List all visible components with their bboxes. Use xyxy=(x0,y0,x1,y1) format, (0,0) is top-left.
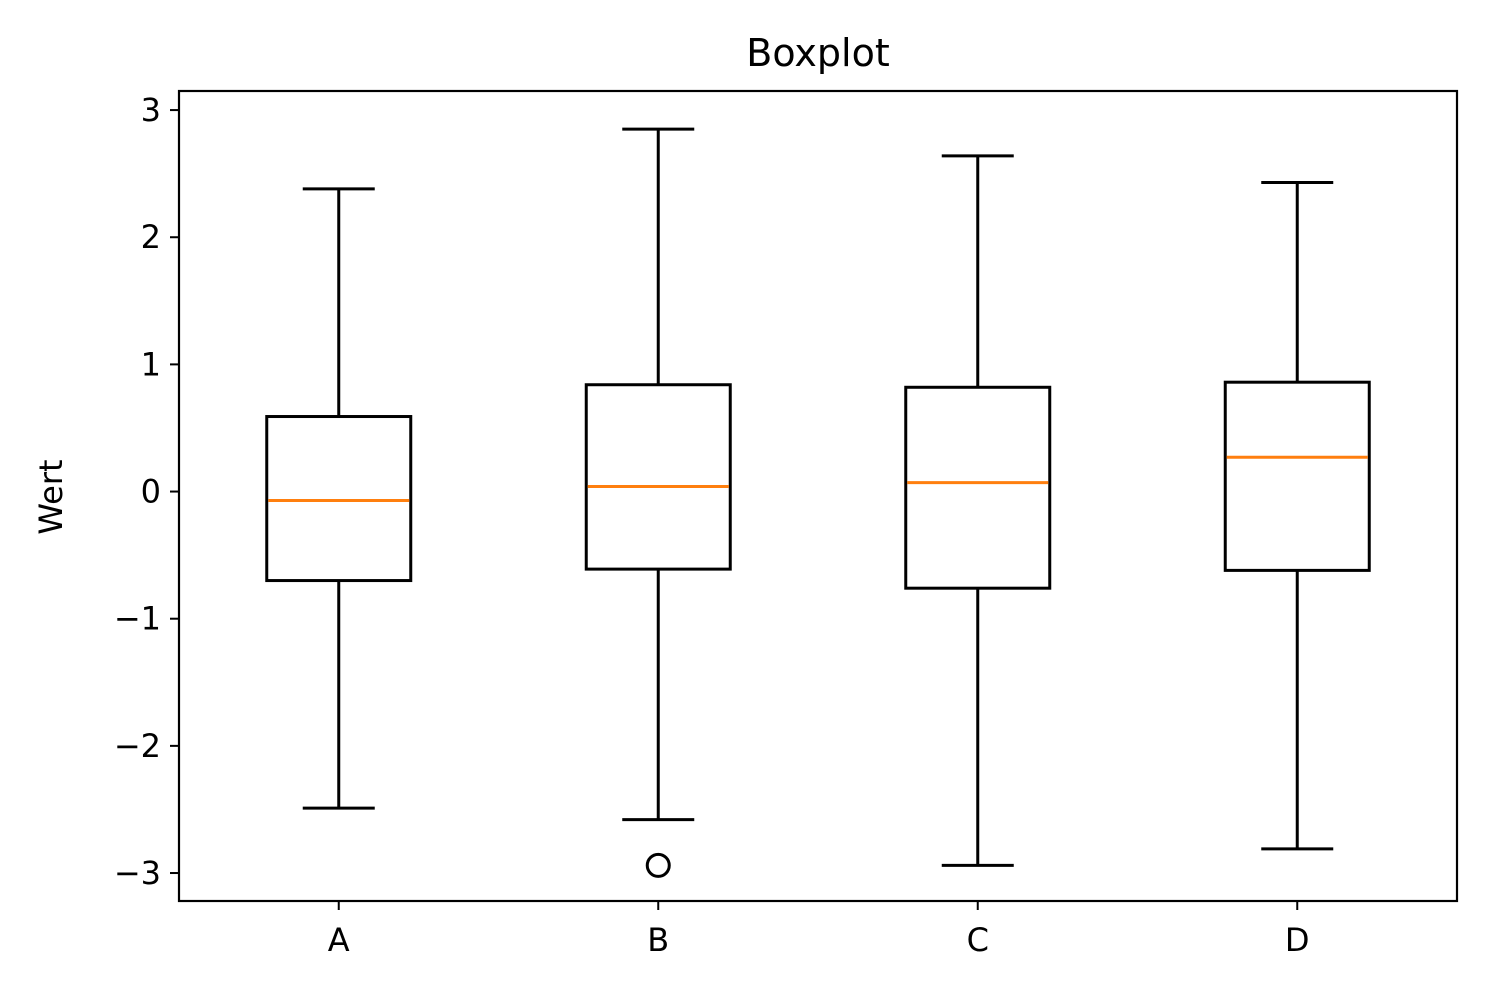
box-b xyxy=(584,127,732,878)
y-tick-label: −3 xyxy=(114,854,161,892)
box-body xyxy=(265,415,413,583)
x-tick-label: B xyxy=(647,921,669,959)
plot-frame xyxy=(177,89,1459,903)
y-tick-label: 1 xyxy=(141,345,161,383)
x-tick-label: D xyxy=(1285,921,1310,959)
y-tick-label: −1 xyxy=(114,600,161,638)
y-tick-label: 0 xyxy=(141,473,161,511)
outlier-point xyxy=(645,852,671,878)
box-d xyxy=(1223,181,1371,851)
y-tick-label: 3 xyxy=(141,91,161,129)
box-group xyxy=(265,127,1371,878)
chart-title: Boxplot xyxy=(746,31,889,75)
box-body xyxy=(584,383,732,571)
box-c xyxy=(904,154,1052,867)
y-axis-label: Wert xyxy=(32,459,70,534)
box-body xyxy=(904,385,1052,590)
x-tick-label: A xyxy=(328,921,350,959)
y-tick-label: 2 xyxy=(141,218,161,256)
box-a xyxy=(265,187,413,810)
y-axis: −3 −2 −1 0 1 2 3 xyxy=(114,91,179,892)
x-tick-label: C xyxy=(967,921,989,959)
y-tick-label: −2 xyxy=(114,727,161,765)
x-axis: A B C D xyxy=(328,901,1310,959)
box-body xyxy=(1223,380,1371,572)
